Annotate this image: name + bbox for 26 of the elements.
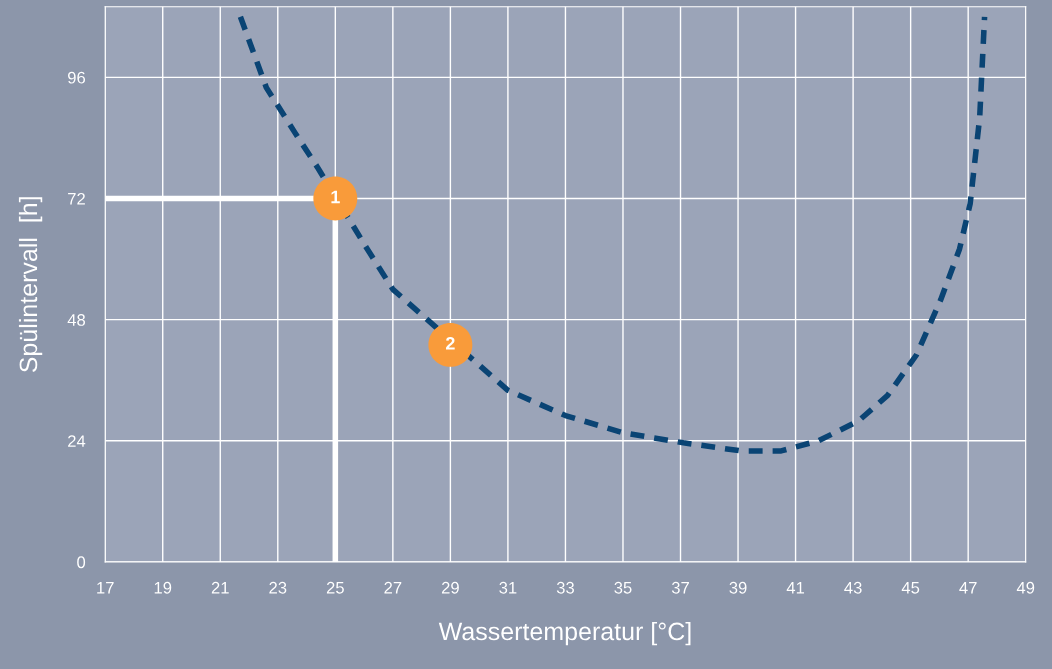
x-tick-label: 47: [959, 582, 977, 594]
x-tick-label: 41: [786, 582, 805, 594]
annotation: 1: [331, 190, 340, 204]
y-tick-label: 48: [67, 314, 86, 326]
x-tick-label: 17: [97, 582, 114, 594]
y-tick-label: 0: [77, 556, 86, 569]
x-tick-label: 31: [499, 581, 517, 594]
x-tick-label: 25: [326, 581, 344, 594]
x-tick-label: 35: [614, 581, 632, 594]
x-tick-label: 21: [211, 581, 229, 594]
x-tick-label: 19: [154, 581, 172, 594]
x-tick-label: 27: [384, 581, 402, 594]
x-tick-label: 49: [1016, 581, 1035, 594]
x-tick-label: 37: [671, 581, 689, 594]
x-tick-label: 39: [729, 581, 747, 594]
y-tick-label: 72: [68, 192, 85, 205]
x-tick-label: 43: [844, 581, 862, 594]
x-tick-label: 45: [901, 582, 920, 594]
x-tick-label: 23: [269, 581, 287, 594]
x-tick-label: 33: [556, 581, 574, 594]
y-axis-title: Spülintervall [h]: [18, 197, 43, 373]
annotation: 2: [445, 336, 455, 350]
x-axis-title: Wassertemperatur [°C]: [438, 621, 691, 646]
x-tick-label: 29: [441, 581, 459, 594]
y-tick-label: 96: [68, 71, 86, 84]
y-tick-label: 24: [68, 435, 86, 447]
